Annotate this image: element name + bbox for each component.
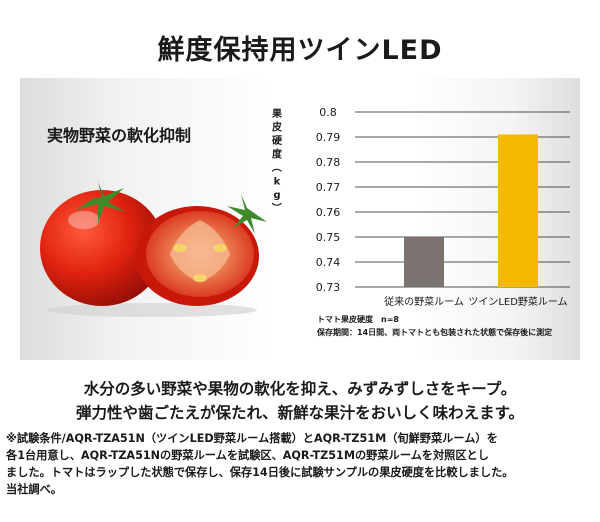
y-tick-label: 0.73 xyxy=(316,281,341,294)
panel-title: 実物野菜の軟化抑制 xyxy=(47,126,192,145)
description-line-1: 水分の多い野菜や果物の軟化を抑え、みずみずしさをキープ。 xyxy=(83,380,517,398)
chart-notes: トマト果皮硬度 n=8 保存期間：14日間、両トマトとも包装された状態で保存後に… xyxy=(317,313,552,339)
y-axis-label-char: 果 xyxy=(271,108,283,120)
footnote-line-3: ました。トマトはラップした状態で保存し、保存14日後に試験サンプルの果皮硬度を比… xyxy=(6,466,514,479)
description: 水分の多い野菜や果物の軟化を抑え、みずみずしさをキープ。 弾力性や歯ごたえが保た… xyxy=(0,377,600,425)
bar-1 xyxy=(404,237,444,287)
y-tick-label: 0.78 xyxy=(316,156,341,169)
y-tick-label: 0.79 xyxy=(316,131,341,144)
y-axis-label-char: ） xyxy=(270,203,283,213)
footnote-line-2: 各1台用意し、AQR-TZA51Nの野菜ルームを試験区、AQR-TZ51Mの野菜… xyxy=(6,449,489,462)
y-tick-label: 0.75 xyxy=(316,231,341,244)
page-title: 鮮度保持用ツインLED xyxy=(157,35,443,66)
y-axis-label-char: g xyxy=(273,190,280,201)
footnote-line-1: ※試験条件/AQR-TZA51N（ツインLED野菜ルーム搭載）とAQR-TZ51… xyxy=(6,432,498,445)
y-axis-label-char: （ xyxy=(270,162,283,172)
y-axis-label-char: 硬 xyxy=(272,135,283,147)
y-axis-label-char: 度 xyxy=(272,148,283,161)
y-axis-label-char: k xyxy=(274,177,281,188)
x-category-label: 従来の野菜ルーム xyxy=(384,295,464,308)
bar-chart: 果皮硬度（ kg ） 0.8 0.79 0.78 0.77 0.76 0.75 0.74 0.73… xyxy=(270,106,570,308)
chart-note-sample: トマト果皮硬度 n=8 xyxy=(317,315,399,324)
y-axis-label-char: 皮 xyxy=(271,121,282,134)
x-category-label: ツインLED野菜ルーム xyxy=(468,296,567,308)
description-line-2: 弾力性や歯ごたえが保たれ、新鮮な果汁をおいしく味わえます。 xyxy=(75,404,525,422)
footnote: ※試験条件/AQR-TZA51N（ツインLED野菜ルーム搭載）とAQR-TZ51… xyxy=(6,430,596,498)
feature-panel: 実物野菜の軟化抑制 果皮硬度（k g） 0.8 0.79 0.7 xyxy=(20,78,580,360)
bar-2 xyxy=(498,134,538,287)
y-tick-label: 0.77 xyxy=(316,181,341,194)
tomato-illustration xyxy=(40,182,267,317)
chart-note-period: 保存期間：14日間、両トマトとも包装された状態で保存後に測定 xyxy=(317,328,553,337)
y-tick-label: 0.74 xyxy=(316,256,341,269)
y-tick-label: 0.8 xyxy=(319,106,337,119)
y-axis-label: 果皮硬度（ kg ） xyxy=(270,108,283,213)
y-tick-label: 0.76 xyxy=(316,206,341,219)
footnote-line-4: 当社調べ。 xyxy=(6,483,62,496)
